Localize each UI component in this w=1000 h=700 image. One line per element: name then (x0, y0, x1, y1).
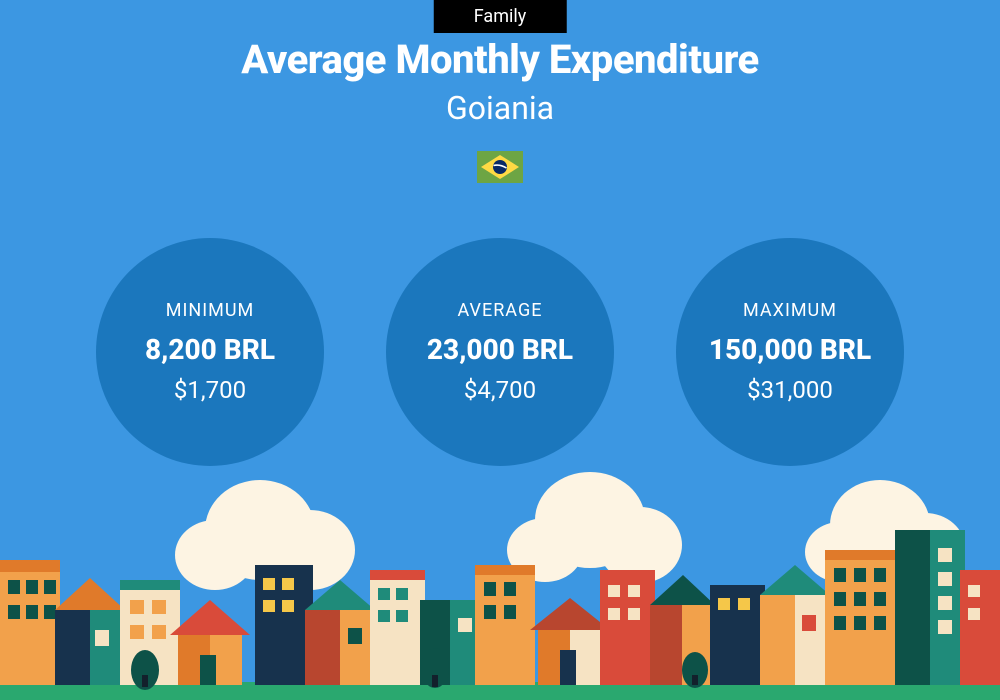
page-title: Average Monthly Expenditure (0, 36, 1000, 83)
skyline-illustration (0, 470, 1000, 700)
category-tag: Family (434, 0, 567, 33)
stat-label: MINIMUM (166, 300, 254, 321)
stat-sub: $1,700 (174, 376, 246, 404)
stat-label: AVERAGE (458, 300, 543, 321)
city-name: Goiania (0, 89, 1000, 127)
stat-sub: $4,700 (464, 376, 536, 404)
stat-main: 23,000 BRL (427, 333, 573, 366)
brazil-flag-icon (477, 151, 523, 183)
stat-circle-maximum: MAXIMUM 150,000 BRL $31,000 (676, 238, 904, 466)
stat-main: 150,000 BRL (709, 333, 871, 366)
stat-sub: $31,000 (747, 376, 833, 404)
stat-circle-minimum: MINIMUM 8,200 BRL $1,700 (96, 238, 324, 466)
stat-circle-average: AVERAGE 23,000 BRL $4,700 (386, 238, 614, 466)
buildings-right (760, 530, 1000, 685)
stats-row: MINIMUM 8,200 BRL $1,700 AVERAGE 23,000 … (0, 238, 1000, 466)
stat-main: 8,200 BRL (145, 333, 275, 366)
category-tag-text: Family (474, 6, 527, 27)
header: Average Monthly Expenditure Goiania (0, 36, 1000, 183)
stat-label: MAXIMUM (743, 300, 837, 321)
